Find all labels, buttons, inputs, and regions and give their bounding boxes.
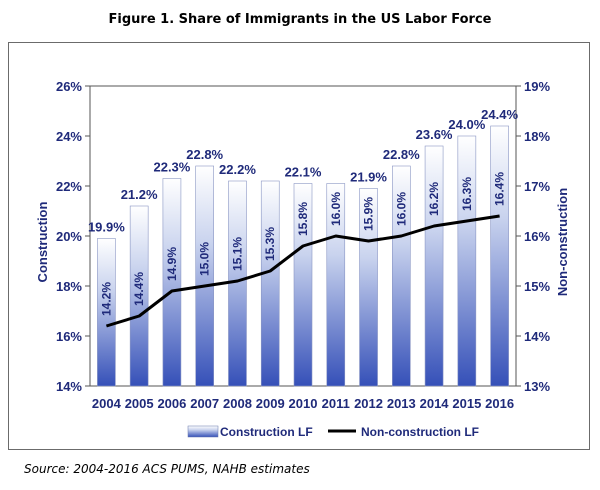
bar-value-label: 22.8% [383,147,420,162]
y-axis-title-right: Non-construction [555,188,570,296]
x-tick-label: 2005 [125,396,154,411]
bar-2011 [326,183,346,387]
line-value-label: 14.9% [165,247,179,281]
line-value-label: 15.8% [296,202,310,236]
x-tick-label: 2008 [223,396,252,411]
right-tick-label: 18% [524,129,550,144]
line-value-label: 16.2% [427,182,441,216]
x-tick-label: 2012 [354,396,383,411]
bar-value-label: 23.6% [416,127,453,142]
right-tick-label: 16% [524,229,550,244]
bar-value-label: 22.1% [285,165,322,180]
x-tick-label: 2007 [190,396,219,411]
bar-value-label: 22.2% [219,162,256,177]
source-note: Source: 2004-2016 ACS PUMS, NAHB estimat… [24,462,310,476]
left-tick-label: 24% [56,129,82,144]
legend-label-non-construction: Non-construction LF [361,425,479,439]
y-axis-title-left: Construction [35,202,50,283]
bar-value-label: 21.2% [121,187,158,202]
line-value-label: 15.9% [362,197,376,231]
bar-labels: 19.9%21.2%22.3%22.8%22.2% 22.1% 21.9%22.8%… [88,107,519,235]
left-tick-label: 20% [56,229,82,244]
bar-2009 [260,180,280,387]
bar-2010 [293,183,313,387]
line-value-label: 14.4% [132,272,146,306]
x-axis: 2004 2005 2006 2007 2008 2009 2010 2011 2012 2013… [92,396,514,411]
legend-swatch-construction [187,425,219,438]
line-value-label: 15.3% [263,227,277,261]
bar-2015 [457,135,477,387]
right-tick-label: 15% [524,279,550,294]
x-tick-label: 2010 [289,396,318,411]
non-construction-line [105,214,500,328]
right-tick-label: 14% [524,329,550,344]
right-tick-label: 13% [524,379,550,394]
bar-series [97,125,509,387]
line-labels: 14.2% 14.4% 14.9% 15.0% 15.1% 15.3% 15.8% 16.0%… [99,172,506,316]
bar-2012 [359,188,378,387]
bar-value-label: 24.0% [448,117,485,132]
x-tick-label: 2004 [92,396,122,411]
line-value-label: 14.2% [99,282,113,316]
x-tick-label: 2009 [256,396,285,411]
x-tick-label: 2014 [420,396,450,411]
line-value-label: 15.1% [230,237,244,271]
bar-2005 [129,205,149,387]
bar-value-label: 22.8% [186,147,223,162]
legend-label-construction: Construction LF [220,425,313,439]
right-tick-label: 19% [524,79,550,94]
x-tick-label: 2006 [157,396,186,411]
bar-2006 [162,178,182,387]
bar-2016 [490,125,509,387]
x-tick-label: 2013 [387,396,416,411]
left-tick-label: 26% [56,79,82,94]
bar-value-label: 19.9% [88,220,125,235]
left-tick-label: 14% [56,379,82,394]
line-value-label: 16.4% [493,172,507,206]
bar-value-label: 24.4% [481,107,518,122]
bar-2013 [392,165,411,387]
line-value-label: 16.0% [329,192,343,226]
right-tick-label: 17% [524,179,550,194]
bar-2014 [424,145,444,387]
x-tick-label: 2011 [322,396,350,411]
line-value-label: 16.0% [394,192,408,226]
left-axis: 14% 16% 18% 20% 22% 24% 26% [56,79,90,394]
bar-2007 [195,165,214,387]
right-axis: 13% 14% 15% 16% 17% 18% 19% [516,79,550,394]
bar-2004 [97,238,116,387]
left-tick-label: 16% [56,329,82,344]
line-value-label: 15.0% [198,242,212,276]
chart-title: Figure 1. Share of Immigrants in the US … [108,12,492,27]
x-tick-label: 2016 [485,396,514,411]
legend: Construction LF Non-construction LF [187,425,479,439]
bar-value-label: 21.9% [350,170,387,185]
left-tick-label: 22% [56,179,82,194]
x-tick-label: 2015 [452,396,481,411]
line-value-label: 16.3% [460,177,474,211]
bar-value-label: 22.3% [153,160,190,175]
bar-2008 [228,180,247,387]
left-tick-label: 18% [56,279,82,294]
